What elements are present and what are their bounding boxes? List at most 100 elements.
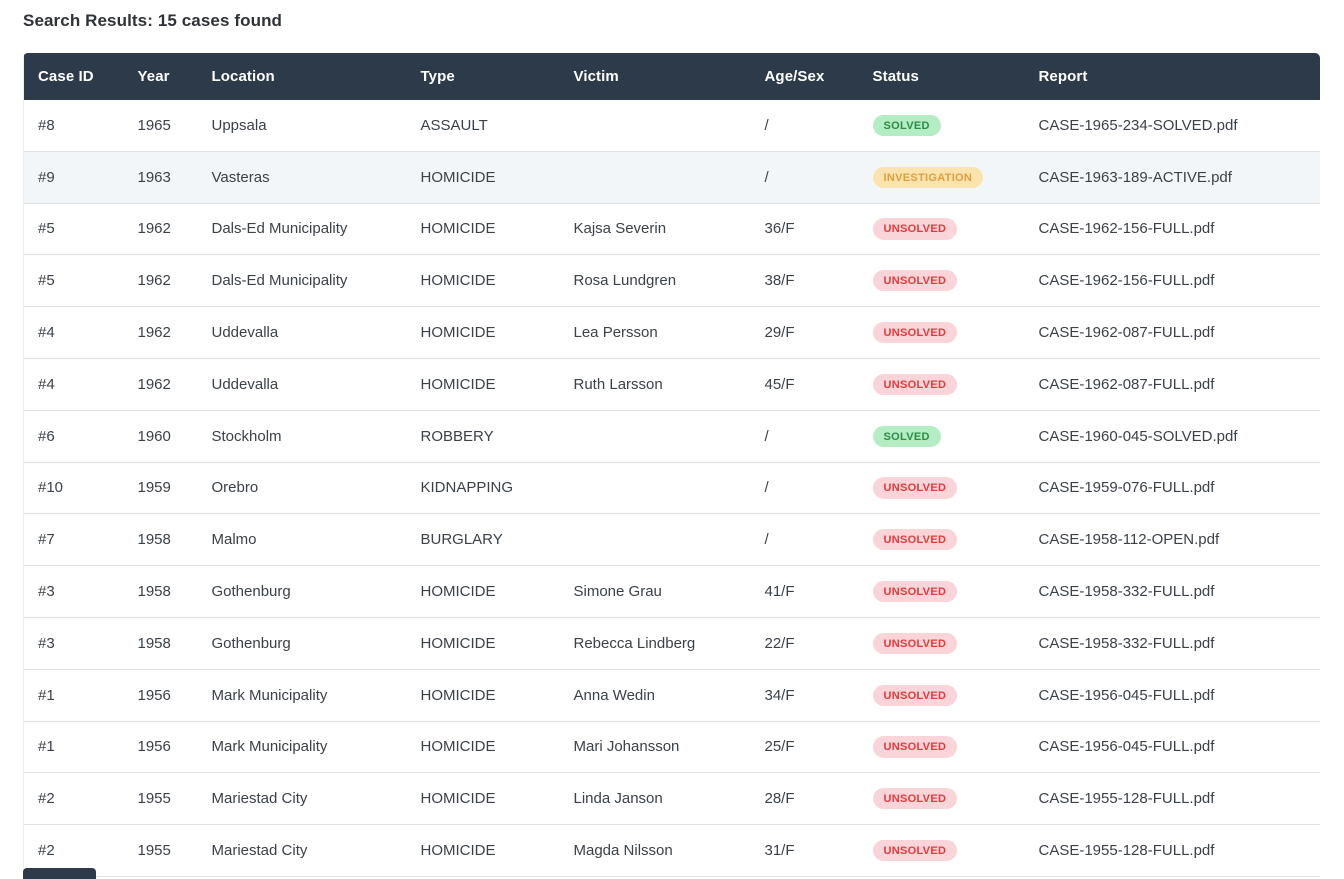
status-badge: UNSOLVED	[872, 736, 958, 758]
table-row[interactable]: #4 1962 Uddevalla HOMICIDE Ruth Larsson …	[23, 358, 1320, 411]
cell-age-sex: 41/F	[750, 565, 859, 618]
cell-case-id: #5	[23, 254, 124, 308]
status-badge: UNSOLVED	[872, 632, 958, 654]
cell-year: 1958	[123, 513, 198, 567]
table-row[interactable]: #1 1956 Mark Municipality HOMICIDE Anna …	[23, 669, 1320, 722]
results-table: Case ID Year Location Type Victim Age/Sex Stat…	[23, 53, 1320, 877]
cell-victim: Linda Janson	[559, 772, 751, 826]
cell-case-id: #4	[23, 358, 124, 411]
status-badge: UNSOLVED	[872, 270, 958, 292]
cell-location: Stockholm	[197, 410, 407, 463]
cell-status: UNSOLVED	[858, 254, 1025, 308]
cell-year: 1963	[123, 151, 198, 204]
cell-case-id: #8	[23, 100, 124, 152]
status-badge: UNSOLVED	[872, 218, 958, 240]
cell-year: 1962	[123, 306, 198, 359]
table-row[interactable]: #5 1962 Dals-Ed Municipality HOMICIDE Ka…	[23, 203, 1320, 256]
column-header-age-sex: Age/Sex	[750, 53, 859, 100]
cell-age-sex: /	[750, 462, 859, 515]
results-table-container: Case ID Year Location Type Victim Age/Sex Stat…	[23, 53, 1320, 877]
cell-victim: Rebecca Lindberg	[559, 617, 751, 670]
cell-type: HOMICIDE	[406, 358, 560, 411]
cell-type: HOMICIDE	[406, 721, 560, 774]
cell-location: Mariestad City	[197, 772, 407, 826]
table-row[interactable]: #8 1965 Uppsala ASSAULT / SOLVED CASE-19…	[23, 100, 1320, 152]
table-row[interactable]: #6 1960 Stockholm ROBBERY / SOLVED CASE-…	[23, 410, 1320, 463]
cell-type: HOMICIDE	[406, 254, 560, 308]
table-row[interactable]: #3 1958 Gothenburg HOMICIDE Simone Grau …	[23, 565, 1320, 618]
cell-type: HOMICIDE	[406, 203, 560, 256]
cell-year: 1960	[123, 410, 198, 463]
cell-report: CASE-1955-128-FULL.pdf	[1024, 824, 1320, 877]
cell-case-id: #1	[23, 669, 124, 722]
cell-victim: Magda Nilsson	[559, 824, 751, 877]
cell-location: Dals-Ed Municipality	[197, 254, 407, 308]
cell-report: CASE-1962-156-FULL.pdf	[1024, 254, 1320, 308]
cell-age-sex: 29/F	[750, 306, 859, 359]
cell-location: Uddevalla	[197, 306, 407, 359]
cell-location: Mark Municipality	[197, 721, 407, 774]
cell-year: 1962	[123, 254, 198, 308]
column-header-report: Report	[1024, 53, 1320, 100]
cell-status: UNSOLVED	[858, 565, 1025, 618]
cell-report: CASE-1965-234-SOLVED.pdf	[1024, 100, 1320, 152]
cell-report: CASE-1955-128-FULL.pdf	[1024, 772, 1320, 826]
status-badge: UNSOLVED	[872, 322, 958, 344]
cell-report: CASE-1958-112-OPEN.pdf	[1024, 513, 1320, 567]
cell-status: UNSOLVED	[858, 203, 1025, 256]
cell-report: CASE-1962-087-FULL.pdf	[1024, 306, 1320, 359]
cell-location: Orebro	[197, 462, 407, 515]
status-badge: SOLVED	[872, 425, 941, 447]
column-header-location: Location	[197, 53, 407, 100]
cell-year: 1962	[123, 203, 198, 256]
cell-report: CASE-1962-156-FULL.pdf	[1024, 203, 1320, 256]
search-results-title: Search Results: 15 cases found	[23, 11, 283, 30]
cell-year: 1962	[123, 358, 198, 411]
table-row[interactable]: #1 1956 Mark Municipality HOMICIDE Mari …	[23, 721, 1320, 774]
table-row[interactable]: #10 1959 Orebro KIDNAPPING / UNSOLVED CA…	[23, 462, 1320, 515]
cell-victim: Mari Johansson	[559, 721, 751, 774]
column-header-case-id: Case ID	[23, 53, 124, 100]
cell-status: UNSOLVED	[858, 824, 1025, 877]
cell-location: Uddevalla	[197, 358, 407, 411]
partially-visible-bottom-element	[23, 868, 96, 879]
cell-age-sex: /	[750, 100, 859, 152]
cell-case-id: #5	[23, 203, 124, 256]
cell-age-sex: 28/F	[750, 772, 859, 826]
cell-victim: Lea Persson	[559, 306, 751, 359]
cell-status: UNSOLVED	[858, 462, 1025, 515]
table-row[interactable]: #7 1958 Malmo BURGLARY / UNSOLVED CASE-1…	[23, 513, 1320, 567]
cell-case-id: #6	[23, 410, 124, 463]
status-badge: UNSOLVED	[872, 840, 958, 862]
status-badge: UNSOLVED	[872, 373, 958, 395]
table-row[interactable]: #9 1963 Vasteras HOMICIDE / INVESTIGATIO…	[23, 151, 1320, 204]
cell-case-id: #3	[23, 565, 124, 618]
cell-victim	[559, 151, 751, 204]
cell-case-id: #1	[23, 721, 124, 774]
cell-case-id: #7	[23, 513, 124, 567]
table-row[interactable]: #2 1955 Mariestad City HOMICIDE Linda Ja…	[23, 772, 1320, 826]
cell-type: HOMICIDE	[406, 565, 560, 618]
cell-type: HOMICIDE	[406, 772, 560, 826]
table-row[interactable]: #4 1962 Uddevalla HOMICIDE Lea Persson 2…	[23, 306, 1320, 359]
cell-victim	[559, 100, 751, 152]
cell-type: HOMICIDE	[406, 151, 560, 204]
column-header-type: Type	[406, 53, 560, 100]
table-header: Case ID Year Location Type Victim Age/Sex Stat…	[23, 53, 1320, 100]
cell-victim: Anna Wedin	[559, 669, 751, 722]
cell-report: CASE-1956-045-FULL.pdf	[1024, 669, 1320, 722]
cell-age-sex: 22/F	[750, 617, 859, 670]
status-badge: UNSOLVED	[872, 581, 958, 603]
cell-age-sex: 25/F	[750, 721, 859, 774]
cell-report: CASE-1956-045-FULL.pdf	[1024, 721, 1320, 774]
cell-age-sex: 31/F	[750, 824, 859, 877]
status-badge: SOLVED	[872, 114, 941, 136]
table-row[interactable]: #3 1958 Gothenburg HOMICIDE Rebecca Lind…	[23, 617, 1320, 670]
cell-status: INVESTIGATION	[858, 151, 1025, 204]
table-row[interactable]: #5 1962 Dals-Ed Municipality HOMICIDE Ro…	[23, 254, 1320, 308]
status-badge: UNSOLVED	[872, 477, 958, 499]
cell-victim: Ruth Larsson	[559, 358, 751, 411]
cell-status: SOLVED	[858, 410, 1025, 463]
table-row[interactable]: #2 1955 Mariestad City HOMICIDE Magda Ni…	[23, 824, 1320, 877]
cell-location: Malmo	[197, 513, 407, 567]
